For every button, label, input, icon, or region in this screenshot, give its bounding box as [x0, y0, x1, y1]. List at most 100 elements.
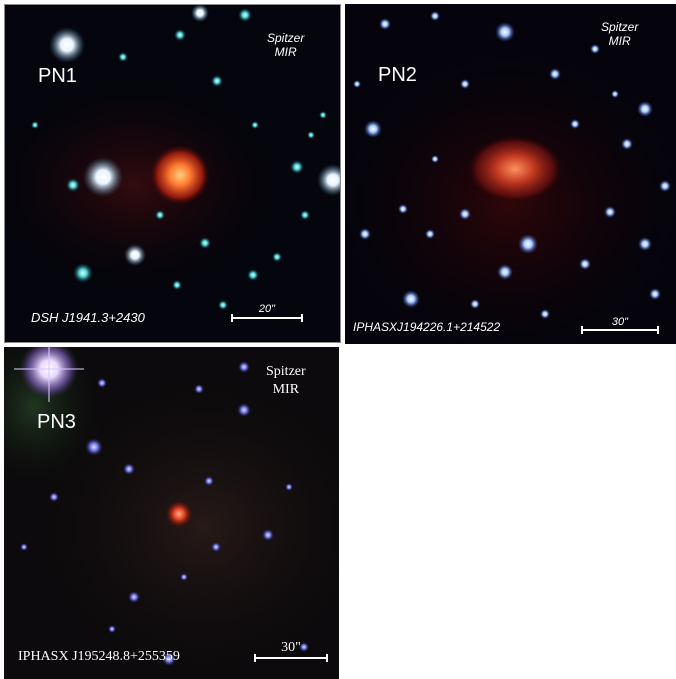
sky-image-pn1 — [5, 5, 340, 342]
star — [495, 22, 515, 42]
star — [73, 263, 93, 283]
nebula-pn1 — [150, 145, 210, 205]
star — [459, 208, 471, 220]
pn2-label: PN2 — [378, 64, 417, 86]
star — [238, 8, 252, 22]
star — [118, 52, 128, 62]
star — [590, 44, 600, 54]
instrument-label: Spitzer MIR — [267, 31, 304, 59]
star — [353, 80, 361, 88]
scale-bar-label: 20" — [258, 303, 276, 315]
star — [621, 138, 633, 150]
star — [430, 11, 440, 21]
sky-image-pn3 — [4, 347, 339, 679]
star — [611, 90, 619, 98]
scale-bar-line — [581, 326, 659, 334]
star — [272, 252, 282, 262]
instrument-label: Spitzer MIR — [601, 20, 638, 48]
star — [319, 111, 327, 119]
star — [174, 29, 186, 41]
star — [194, 384, 204, 394]
star — [49, 27, 85, 63]
star — [540, 309, 550, 319]
star — [579, 258, 591, 270]
red-haze — [5, 75, 285, 295]
star — [604, 206, 616, 218]
instrument-line-1: Spitzer — [601, 20, 639, 34]
star — [398, 204, 408, 214]
scale-bar-label: 30" — [611, 316, 629, 328]
star — [251, 121, 259, 129]
star — [359, 228, 371, 240]
star — [180, 573, 188, 581]
instrument-line-2: MIR — [272, 382, 300, 397]
star — [307, 131, 315, 139]
panel-pn2: PN2 Spitzer MIR IPHASXJ194226.1+214522 3… — [345, 4, 676, 344]
scale-bar-pn3: 30" — [254, 640, 328, 662]
star — [123, 463, 135, 475]
star — [300, 210, 310, 220]
star — [238, 361, 250, 373]
star — [497, 264, 513, 280]
scale-bar-label: 30" — [281, 640, 301, 655]
star — [211, 75, 223, 87]
star — [128, 591, 140, 603]
star — [191, 5, 209, 22]
source-name-pn2: IPHASXJ194226.1+214522 — [353, 320, 501, 334]
pn1-label: PN1 — [38, 65, 77, 87]
sky-image-pn2 — [345, 4, 676, 344]
star — [204, 476, 214, 486]
star — [155, 210, 165, 220]
star — [402, 290, 420, 308]
star — [108, 625, 116, 633]
star — [549, 68, 561, 80]
star — [162, 652, 176, 666]
panel-pn1: PN1 Spitzer MIR DSH J1941.3+2430 20" — [4, 4, 341, 343]
star — [317, 164, 340, 196]
star — [66, 178, 80, 192]
panel-pn3: PN3 Spitzer MIR IPHASX J195248.8+255359 … — [4, 347, 339, 679]
star — [431, 155, 439, 163]
star — [211, 542, 221, 552]
instrument-line-2: MIR — [608, 34, 631, 48]
scale-bar-line — [231, 314, 303, 322]
star — [83, 157, 123, 197]
star — [637, 101, 653, 117]
star — [124, 244, 146, 266]
star — [470, 299, 480, 309]
instrument-line-2: MIR — [274, 45, 297, 59]
star — [247, 269, 259, 281]
star — [379, 18, 391, 30]
instrument-line-1: Spitzer — [267, 31, 305, 45]
star — [460, 79, 470, 89]
instrument-line-1: Spitzer — [266, 364, 306, 379]
star — [262, 529, 274, 541]
scale-bar-pn2: 30" — [581, 316, 659, 334]
nebula-pn3 — [165, 500, 193, 528]
star — [172, 280, 182, 290]
star — [31, 121, 39, 129]
star — [199, 237, 211, 249]
star — [237, 403, 251, 417]
source-name-pn3: IPHASX J195248.8+255359 — [18, 649, 180, 664]
nebula-pn2 — [467, 135, 563, 203]
scale-bar-line — [254, 654, 328, 662]
star — [570, 119, 580, 129]
scale-bar-pn1: 20" — [231, 303, 303, 322]
source-name-pn1: DSH J1941.3+2430 — [31, 310, 145, 325]
star — [97, 378, 107, 388]
star — [425, 229, 435, 239]
star — [649, 288, 661, 300]
star — [518, 234, 538, 254]
star — [638, 237, 652, 251]
instrument-label: Spitzer MIR — [266, 363, 306, 399]
star — [285, 483, 293, 491]
star — [290, 160, 304, 174]
star — [218, 300, 228, 310]
star — [49, 492, 59, 502]
star — [85, 438, 103, 456]
star — [20, 543, 28, 551]
star — [364, 120, 382, 138]
star — [659, 180, 671, 192]
pn3-label: PN3 — [37, 411, 76, 433]
